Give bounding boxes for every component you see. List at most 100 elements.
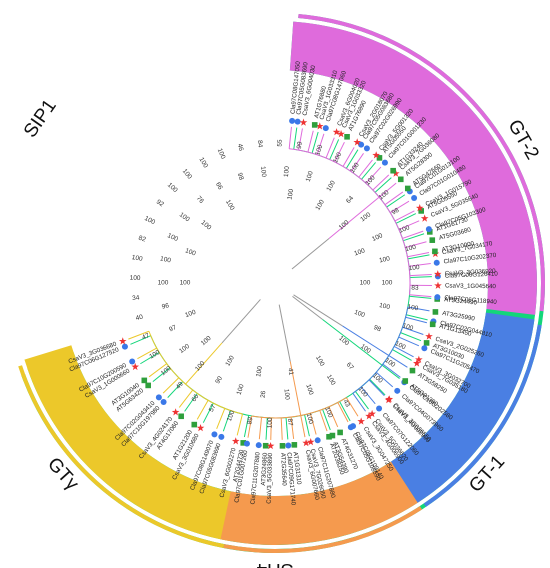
leaf-label: AT3G24490 xyxy=(444,296,478,306)
branch-tip xyxy=(407,254,430,260)
clade-label-SH4: SH4 xyxy=(256,559,293,568)
branch-tip xyxy=(184,393,198,412)
leaf-marker-circle xyxy=(155,394,162,401)
bootstrap-value: 100 xyxy=(337,335,350,348)
branch-root xyxy=(291,238,330,270)
leaf-marker-square xyxy=(240,440,247,446)
bootstrap-value: 97 xyxy=(168,324,178,333)
leaf-marker-star xyxy=(315,122,324,130)
branch-tip xyxy=(148,363,168,378)
leaf-marker-square xyxy=(191,421,198,428)
leaf-marker-square xyxy=(429,237,436,243)
bootstrap-value: 100 xyxy=(379,255,391,264)
leaf-marker-square xyxy=(432,309,439,315)
leaf-marker-circle xyxy=(376,405,383,412)
branch-tip xyxy=(319,410,328,432)
branch-tip xyxy=(258,417,263,440)
bootstrap-value: 100 xyxy=(314,198,326,211)
branch-tip xyxy=(406,314,428,321)
branch-tip xyxy=(285,417,289,440)
bootstrap-value: 55 xyxy=(276,139,283,147)
bootstrap-value: 96 xyxy=(161,302,170,310)
branch-root xyxy=(278,304,291,362)
leaf-marker-circle xyxy=(285,442,292,449)
leaf-marker-circle xyxy=(289,117,296,124)
leaf-label: AT3G24860 xyxy=(260,452,269,486)
leaf-marker-star xyxy=(299,118,308,126)
branch-tip xyxy=(398,336,420,347)
leaf-marker-circle xyxy=(347,424,354,431)
branch-tip xyxy=(358,159,373,178)
bootstrap-value: 76 xyxy=(195,195,205,205)
branch-tip xyxy=(298,128,303,151)
leaf-marker-star xyxy=(420,214,429,222)
leaf-marker-square xyxy=(376,155,383,161)
bootstrap-value: 98 xyxy=(391,207,401,217)
branch-tip xyxy=(167,381,184,398)
leaf-marker-star xyxy=(118,337,127,345)
leaf-marker-star xyxy=(337,130,345,138)
branch-tip xyxy=(384,191,404,206)
leaf-marker-circle xyxy=(121,343,128,350)
leaf-marker-circle xyxy=(211,431,218,438)
branch-tip xyxy=(345,149,359,169)
leaf-marker-circle xyxy=(255,442,262,449)
leaf-label: AT2G35640 xyxy=(279,453,288,487)
leaf-marker-square xyxy=(279,443,286,449)
branch-root xyxy=(293,294,343,327)
branch-tip xyxy=(328,406,339,428)
branch-tip xyxy=(350,153,364,172)
clade-band-GT-1 xyxy=(391,312,535,503)
bootstrap-value: 100 xyxy=(360,280,371,287)
leaf-marker-star xyxy=(131,362,140,371)
leaf-marker-circle xyxy=(411,195,418,202)
bootstrap-value: 41 xyxy=(286,368,294,377)
leaf-label: CsaV3_3G036920 xyxy=(445,268,497,278)
branch-tip xyxy=(388,355,408,368)
branch-tip xyxy=(137,347,157,360)
bootstrap-value: 100 xyxy=(305,170,315,183)
bootstrap-value: 100 xyxy=(405,244,418,254)
bootstrap-value: 66 xyxy=(190,393,200,403)
branch-tip xyxy=(402,326,424,335)
branch-tip xyxy=(322,409,331,431)
clade-band-SH4 xyxy=(220,459,422,545)
leaf-marker-star xyxy=(433,270,442,278)
clade-bands xyxy=(18,14,545,553)
branch-tip xyxy=(369,378,386,396)
branch-tip xyxy=(395,213,417,224)
leaf-marker-square xyxy=(432,248,438,255)
branch-tip xyxy=(337,402,349,423)
leaf-marker-square xyxy=(326,433,332,440)
leaf-marker-circle xyxy=(314,437,321,444)
leaf-label: CsaV3_1G045640 xyxy=(445,282,497,290)
leaf-marker-circle xyxy=(322,125,329,132)
leaf-marker-star xyxy=(434,281,442,289)
bootstrap-value: 100 xyxy=(407,304,419,313)
bootstrap-value: 100 xyxy=(184,247,197,257)
leaf-marker-circle xyxy=(394,387,401,394)
branch-tip xyxy=(405,241,427,248)
bootstrap-value: 100 xyxy=(325,179,337,192)
bootstrap-value: 100 xyxy=(166,182,179,195)
leaf-marker-circle xyxy=(433,259,440,266)
branch-tip xyxy=(360,386,376,405)
bootstrap-value: 100 xyxy=(353,247,366,257)
bootstrap-value: 87 xyxy=(286,418,294,426)
bootstrap-value: 100 xyxy=(382,280,393,287)
bootstrap-value: 64 xyxy=(345,195,355,205)
branch-stem xyxy=(185,342,223,385)
branch-tip xyxy=(389,200,410,214)
bootstrap-value: 100 xyxy=(402,322,415,332)
branch-tip xyxy=(407,252,430,258)
bootstrap-value: 67 xyxy=(345,361,355,371)
branch-tip xyxy=(140,352,160,365)
bootstrap-value: 100 xyxy=(224,354,236,367)
bootstrap-value: 40 xyxy=(135,314,144,323)
branch-tip xyxy=(345,397,359,417)
leaf-marker-square xyxy=(402,378,409,384)
bootstrap-value: 100 xyxy=(184,309,197,319)
leaf-label: Cla97C06G126410 xyxy=(445,271,499,280)
leaf-marker-square xyxy=(429,321,436,328)
